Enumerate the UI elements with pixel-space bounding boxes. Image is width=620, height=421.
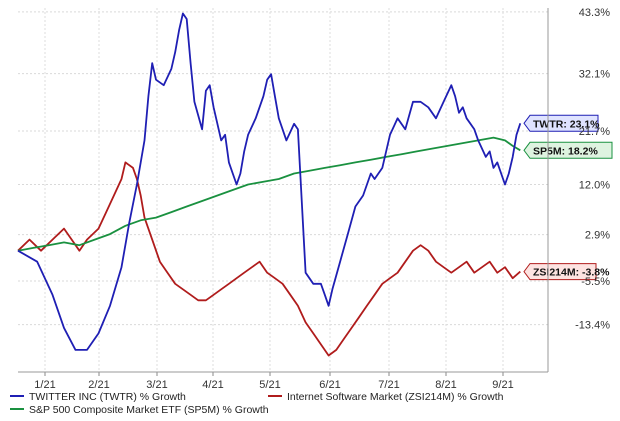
x-tick-label: 6/21: [319, 379, 340, 391]
x-tick-label: 8/21: [435, 379, 456, 391]
series-line-2: [17, 136, 521, 252]
x-tick-label: 7/21: [378, 379, 399, 391]
y-tick-label: 32.1%: [579, 69, 610, 81]
end-label-text: SP5M: 18.2%: [533, 145, 598, 157]
axes: 43.3% 32.1% 21.7% 12.0% 2.9% -5.5% -13.4% 1/21 2…: [18, 7, 610, 391]
end-label-1: ZSI214M: -3.8%: [523, 263, 610, 281]
legend: TWITTER INC (TWTR) % Growth Internet Soft…: [10, 391, 504, 416]
series-line-0: [17, 12, 522, 351]
legend-label-1: Internet Software Market (ZSI214M) % Gro…: [287, 391, 504, 403]
y-tick-label: 21.7%: [579, 126, 610, 138]
legend-label-0: TWITTER INC (TWTR) % Growth: [29, 391, 186, 403]
x-tick-label: 2/21: [88, 379, 109, 391]
end-label-text: ZSI214M: -3.8%: [533, 267, 610, 279]
x-tick-label: 9/21: [492, 379, 513, 391]
end-label-2: SP5M: 18.2%: [523, 141, 613, 159]
end-label-0: TWTR: 23.1%: [523, 114, 600, 132]
end-label-box: [523, 263, 597, 281]
x-tick-label: 5/21: [259, 379, 280, 391]
series-line-1: [17, 161, 521, 357]
series-layer: [17, 12, 522, 357]
x-tick-label: 3/21: [146, 379, 167, 391]
y-tick-label: 12.0%: [579, 179, 610, 191]
legend-label-2: S&P 500 Composite Market ETF (SP5M) % Gr…: [29, 404, 269, 416]
end-label-box: [523, 141, 613, 159]
grid: [18, 8, 548, 372]
end-label-box: [523, 114, 599, 132]
end-label-text: TWTR: 23.1%: [533, 118, 600, 130]
y-tick-label: 2.9%: [585, 230, 610, 242]
x-tick-label: 4/21: [202, 379, 223, 391]
y-tick-label: -5.5%: [581, 276, 610, 288]
end-labels: TWTR: 23.1% ZSI214M: -3.8% SP5M: 18.2%: [523, 114, 613, 281]
y-tick-label: -13.4%: [575, 320, 610, 332]
y-tick-label: 43.3%: [579, 7, 610, 19]
x-tick-label: 1/21: [34, 379, 55, 391]
